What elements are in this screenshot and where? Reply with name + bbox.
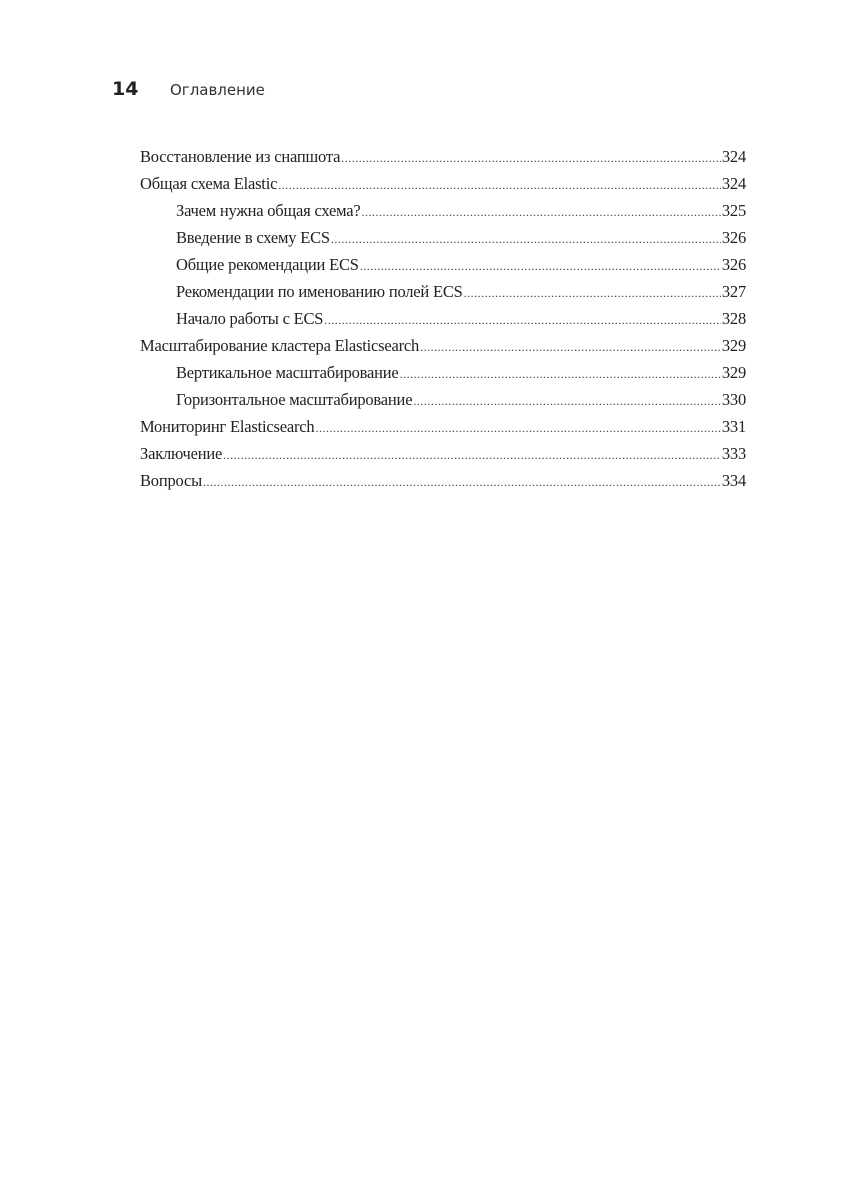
toc-entry[interactable]: Общая схема Elastic 324 <box>140 172 746 199</box>
toc-entry[interactable]: Зачем нужна общая схема? 325 <box>140 199 746 226</box>
toc-entry[interactable]: Восстановление из снапшота 324 <box>140 145 746 172</box>
toc-entry-title: Начало работы с ECS <box>176 309 324 328</box>
toc-entry-page: 334 <box>721 471 746 490</box>
dot-leader <box>223 443 721 467</box>
page-number: 14 <box>112 78 139 100</box>
toc-entry-page: 324 <box>721 174 746 193</box>
dot-leader <box>315 416 720 440</box>
toc-entry[interactable]: Мониторинг Elasticsearch 331 <box>140 415 746 442</box>
toc-entry-title: Введение в схему ECS <box>176 228 330 247</box>
toc-entry-title: Вопросы <box>140 471 203 490</box>
dot-leader <box>341 146 721 170</box>
dot-leader <box>360 254 721 278</box>
running-title: Оглавление <box>170 81 265 99</box>
toc-entry-page: 326 <box>721 228 746 247</box>
toc-entry-title: Мониторинг Elasticsearch <box>140 417 315 436</box>
dot-leader <box>362 200 721 224</box>
dot-leader <box>413 389 721 413</box>
toc-entry[interactable]: Горизонтальное масштабирование 330 <box>140 388 746 415</box>
toc-entry-page: 327 <box>721 282 746 301</box>
toc-entry-page: 324 <box>721 147 746 166</box>
toc-entry-title: Восстановление из снапшота <box>140 147 341 166</box>
toc-entry[interactable]: Рекомендации по именованию полей ECS 327 <box>140 280 746 307</box>
toc-entry-page: 326 <box>721 255 746 274</box>
toc-entry-title: Зачем нужна общая схема? <box>176 201 361 220</box>
toc-entry-page: 330 <box>721 390 746 409</box>
toc-entry-title: Рекомендации по именованию полей ECS <box>176 282 463 301</box>
toc-entry-title: Масштабирование кластера Elasticsearch <box>140 336 420 355</box>
toc-entry-page: 328 <box>721 309 746 328</box>
toc-entry[interactable]: Вопросы 334 <box>140 469 746 496</box>
toc-entry[interactable]: Общие рекомендации ECS 326 <box>140 253 746 280</box>
dot-leader <box>203 470 721 494</box>
table-of-contents: Восстановление из снапшота324Общая схема… <box>140 145 746 496</box>
dot-leader <box>400 362 721 386</box>
toc-entry[interactable]: Введение в схему ECS 326 <box>140 226 746 253</box>
running-header: 14 Оглавление <box>112 78 265 102</box>
toc-entry-title: Заключение <box>140 444 223 463</box>
dot-leader <box>278 173 721 197</box>
toc-entry-title: Общая схема Elastic <box>140 174 278 193</box>
dot-leader <box>324 308 721 332</box>
toc-entry-title: Вертикальное масштабирование <box>176 363 399 382</box>
toc-entry-page: 329 <box>721 336 746 355</box>
dot-leader <box>420 335 721 359</box>
toc-entry-title: Общие рекомендации ECS <box>176 255 359 274</box>
dot-leader <box>464 281 721 305</box>
toc-entry-page: 333 <box>721 444 746 463</box>
toc-entry-page: 325 <box>721 201 746 220</box>
toc-entry[interactable]: Масштабирование кластера Elasticsearch 32… <box>140 334 746 361</box>
toc-entry[interactable]: Заключение 333 <box>140 442 746 469</box>
toc-entry[interactable]: Вертикальное масштабирование 329 <box>140 361 746 388</box>
toc-entry-title: Горизонтальное масштабирование <box>176 390 413 409</box>
toc-entry-page: 329 <box>721 363 746 382</box>
dot-leader <box>331 227 721 251</box>
toc-entry[interactable]: Начало работы с ECS 328 <box>140 307 746 334</box>
toc-entry-page: 331 <box>721 417 746 436</box>
